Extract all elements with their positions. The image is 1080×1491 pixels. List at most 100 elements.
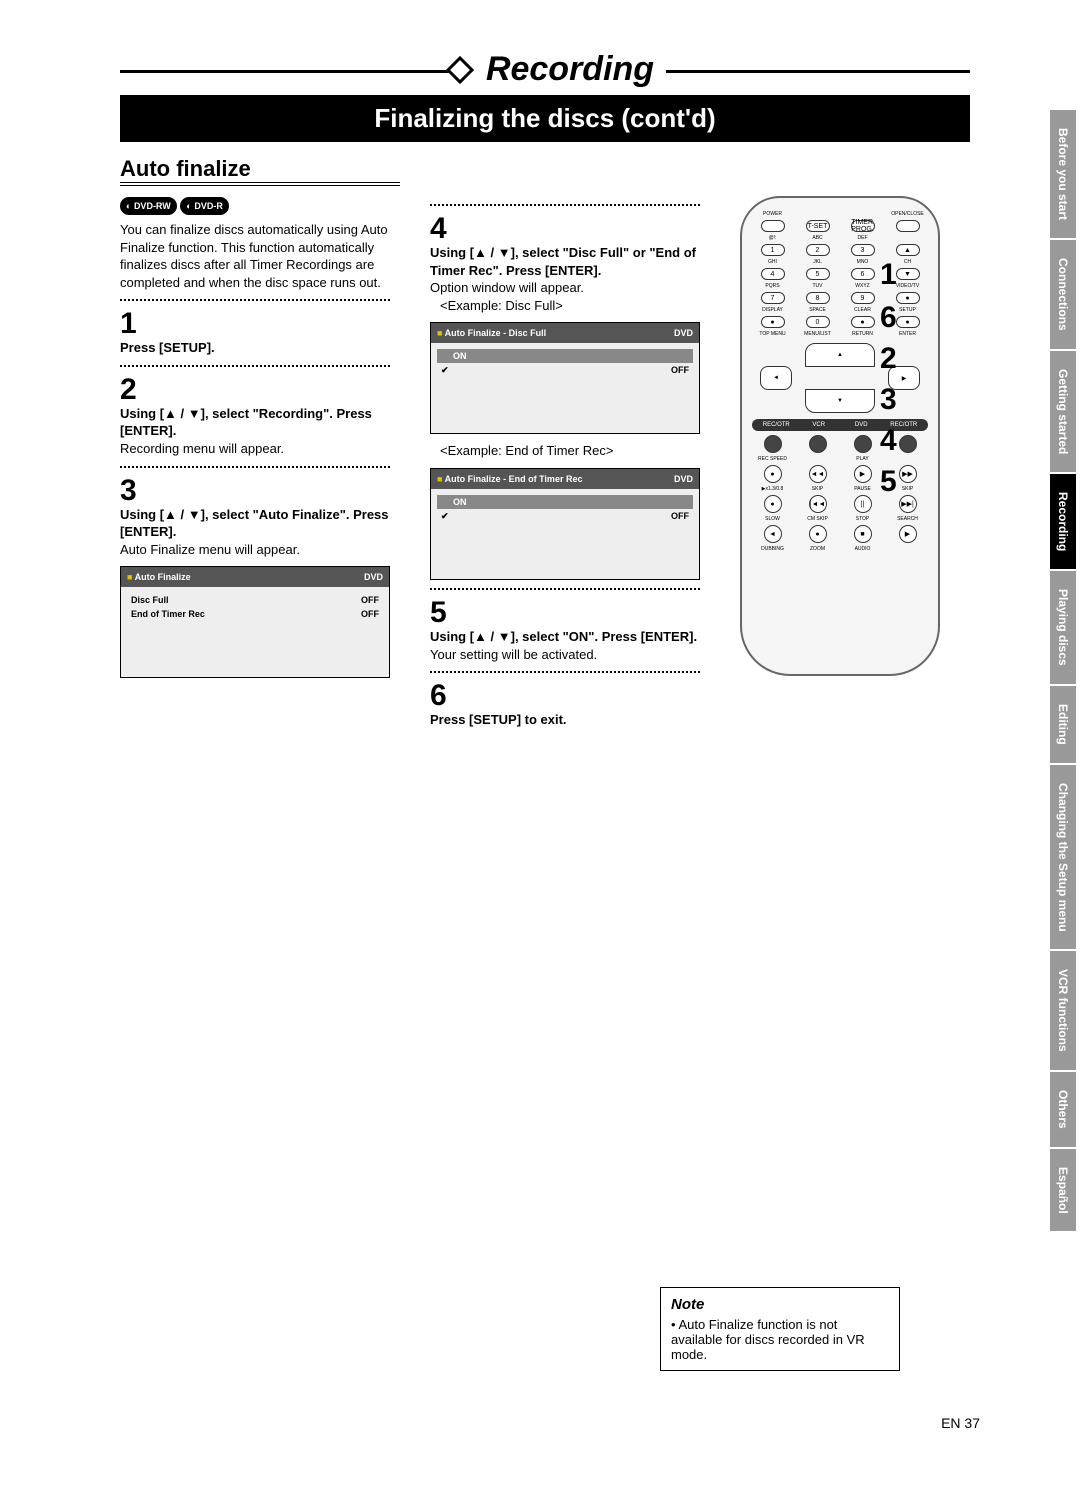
badge-dvd-rw: DVD-RW <box>120 197 177 215</box>
remote-btn: CM SKIP <box>795 516 840 522</box>
disc-badges: DVD-RW DVD-R <box>120 196 390 215</box>
remote-btn: ▶ <box>899 525 917 543</box>
remote-btn: ● <box>761 316 785 328</box>
remote-btn: ▶▶ <box>899 465 917 483</box>
menu3-row1-value: OFF <box>361 608 379 620</box>
menu4b-title: Auto Finalize - End of Timer Rec <box>437 473 582 485</box>
dpad-up-icon: ▲ <box>805 343 875 367</box>
remote-btn: SKIP <box>795 486 840 492</box>
remote-btn: 2 <box>806 244 830 256</box>
step-6-instruction: Press [SETUP] to exit. <box>430 711 700 729</box>
remote-btn: CLEAR <box>840 307 885 313</box>
step-4-example1: <Example: Disc Full> <box>430 297 700 315</box>
step-2-text: Recording menu will appear. <box>120 440 390 458</box>
remote-btn: MNO <box>840 259 885 265</box>
remote-btn: SLOW <box>750 516 795 522</box>
remote-btn: ▶x1.3/0.8 <box>750 486 795 492</box>
menu-auto-finalize: Auto FinalizeDVD Disc FullOFF End of Tim… <box>120 566 390 678</box>
remote-btn: ▶▶| <box>899 495 917 513</box>
remote-btn: ● <box>764 495 782 513</box>
remote-btn: REC SPEED <box>750 456 795 462</box>
remote-btn: 3 <box>851 244 875 256</box>
menu4b-on: ON <box>441 496 467 508</box>
remote-btn: ▼ <box>896 268 920 280</box>
remote-control-diagram: POWEROPEN/CLOSET-SETTIMER PROG.@!:ABCDEF… <box>740 196 940 676</box>
remote-btn: TUV <box>795 283 840 289</box>
step-4-text: Option window will appear. <box>430 279 700 297</box>
remote-btn: STOP <box>840 516 885 522</box>
callout-4: 4 <box>880 421 897 460</box>
remote-btn: DISPLAY <box>750 307 795 313</box>
callout-3: 3 <box>880 380 897 419</box>
remote-btn: DUBBING <box>750 546 795 552</box>
side-tab: Others <box>1050 1072 1076 1147</box>
callout-5: 5 <box>880 462 897 501</box>
step-3-instruction: Using [▲ / ▼], select "Auto Finalize". P… <box>120 506 390 541</box>
menu4a-on: ON <box>441 350 467 362</box>
menu3-row1-label: End of Timer Rec <box>131 608 205 620</box>
remote-btn: 1 <box>761 244 785 256</box>
remote-btn: WXYZ <box>840 283 885 289</box>
remote-source-dvd: DVD <box>842 422 880 428</box>
remote-btn: MENU/LIST <box>795 331 840 337</box>
remote-btn: GHI <box>750 259 795 265</box>
remote-source-row: REC/OTR VCR DVD REC/OTR <box>752 419 928 431</box>
remote-btn: TIMER PROG. <box>851 220 875 232</box>
remote-source-vcr: VCR <box>800 422 838 428</box>
side-tabs: Before you startConnectionsGetting start… <box>1050 110 1080 1233</box>
menu4b-tag: DVD <box>674 473 693 485</box>
page-number: EN 37 <box>941 1415 980 1431</box>
step-5-text: Your setting will be activated. <box>430 646 700 664</box>
remote-btn: 5 <box>806 268 830 280</box>
note-box: Note • Auto Finalize function is not ava… <box>660 1287 900 1371</box>
remote-btn: OPEN/CLOSE <box>885 211 930 217</box>
menu-end-timer: Auto Finalize - End of Timer Rec DVD ON O… <box>430 468 700 580</box>
remote-btn: ● <box>809 525 827 543</box>
step-6-num: 6 <box>430 681 700 711</box>
remote-btn: || <box>854 495 872 513</box>
remote-btn: |◄◄ <box>809 495 827 513</box>
step-4-num: 4 <box>430 214 700 244</box>
dpad-down-icon: ▼ <box>805 389 875 413</box>
page-category: Recording <box>474 50 666 89</box>
remote-btn: PQRS <box>750 283 795 289</box>
remote-btn: ▲ <box>896 244 920 256</box>
remote-btn: T-SET <box>806 220 830 232</box>
remote-btn <box>761 220 785 232</box>
remote-btn: 4 <box>761 268 785 280</box>
remote-btn: ◄◄ <box>809 465 827 483</box>
remote-btn <box>896 220 920 232</box>
note-title: Note <box>671 1296 889 1313</box>
step-5-instruction: Using [▲ / ▼], select "ON". Press [ENTER… <box>430 628 700 646</box>
menu4b-off: OFF <box>671 510 689 522</box>
step-2-instruction: Using [▲ / ▼], select "Recording". Press… <box>120 405 390 440</box>
remote-source-recotr: REC/OTR <box>757 422 795 428</box>
remote-btn: TOP MENU <box>750 331 795 337</box>
step-3-num: 3 <box>120 476 390 506</box>
menu3-row0-value: OFF <box>361 594 379 606</box>
remote-btn: ■ <box>854 525 872 543</box>
side-tab: VCR functions <box>1050 951 1076 1070</box>
remote-btn: 9 <box>851 292 875 304</box>
remote-btn: ● <box>896 292 920 304</box>
remote-btn: AUDIO <box>840 546 885 552</box>
remote-btn: SEARCH <box>885 516 930 522</box>
remote-btn: JKL <box>795 259 840 265</box>
remote-btn: ● <box>851 316 875 328</box>
side-tab: Recording <box>1050 474 1076 569</box>
remote-btn: ● <box>764 465 782 483</box>
step-4-instruction: Using [▲ / ▼], select "Disc Full" or "En… <box>430 244 700 279</box>
side-tab: Español <box>1050 1149 1076 1232</box>
remote-btn: DEF <box>840 235 885 241</box>
note-text: • Auto Finalize function is not availabl… <box>671 1317 889 1362</box>
ribbon-title: Recording <box>120 50 1020 89</box>
step-4-example2: <Example: End of Timer Rec> <box>430 442 700 460</box>
side-tab: Before you start <box>1050 110 1076 238</box>
menu4a-title: Auto Finalize - Disc Full <box>437 327 546 339</box>
callout-2: 2 <box>880 339 897 378</box>
intro-text: You can finalize discs automatically usi… <box>120 221 390 291</box>
menu4a-tag: DVD <box>674 327 693 339</box>
step-callouts: 1 6 2 3 4 5 <box>880 255 897 503</box>
menu3-row0-label: Disc Full <box>131 594 169 606</box>
remote-btn: 8 <box>806 292 830 304</box>
